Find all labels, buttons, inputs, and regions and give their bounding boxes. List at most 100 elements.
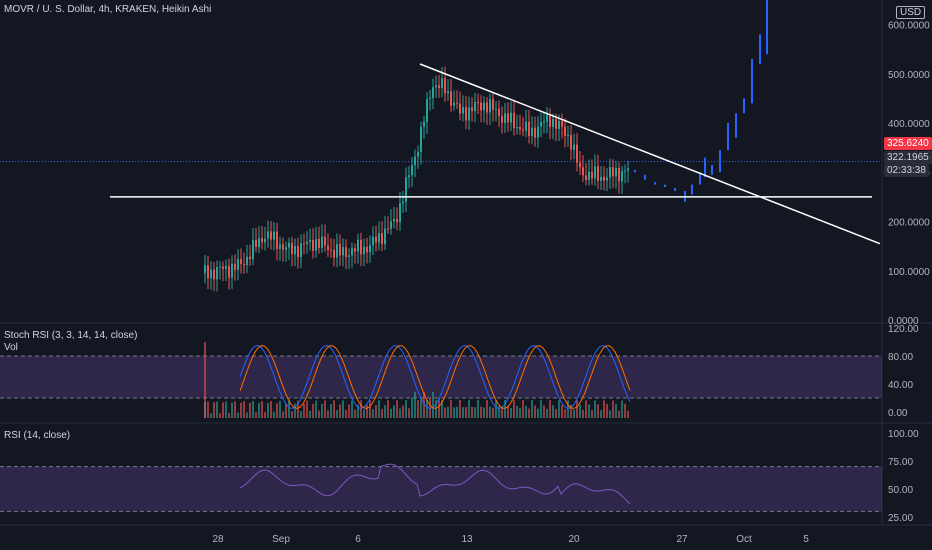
candle-body	[618, 168, 620, 182]
candle-body	[432, 87, 434, 98]
volume-bar	[243, 401, 245, 418]
volume-bar	[291, 411, 293, 418]
currency-badge[interactable]: USD	[896, 6, 926, 19]
candle-body	[318, 238, 320, 248]
volume-bar	[231, 402, 233, 418]
volume-bar	[570, 404, 572, 418]
volume-bar	[369, 400, 371, 418]
candle-body	[414, 156, 416, 166]
candle-body	[468, 107, 470, 121]
candle-body	[522, 129, 524, 131]
candle-body	[363, 246, 365, 255]
candle-body	[594, 166, 596, 179]
volume-bar	[582, 409, 584, 418]
volume-bar	[396, 400, 398, 418]
volume-bar	[222, 402, 224, 418]
volume-bar	[270, 400, 272, 418]
volume-bar	[471, 406, 473, 418]
projection-bar	[735, 113, 737, 138]
volume-bar	[354, 409, 356, 418]
volume-bar	[462, 407, 464, 418]
volume-bar	[504, 400, 506, 418]
candle-body	[510, 112, 512, 123]
projection-bar	[766, 0, 768, 55]
volume-bar	[330, 404, 332, 418]
volume-bar	[252, 401, 254, 418]
volume-bar	[621, 400, 623, 418]
candle-body	[300, 243, 302, 258]
volume-bar	[294, 403, 296, 418]
volume-bar	[399, 408, 401, 418]
volume-bar	[309, 410, 311, 418]
projection-bar	[743, 98, 745, 114]
candle-body	[342, 247, 344, 256]
volume-bar	[546, 408, 548, 418]
candle-body	[267, 231, 269, 239]
volume-bar	[228, 412, 230, 418]
candle-body	[240, 259, 242, 264]
candle-body	[225, 265, 227, 269]
volume-bar	[525, 405, 527, 418]
volume-bar	[552, 405, 554, 418]
current-price-badge: 322.1965	[884, 151, 932, 164]
candle-body	[624, 170, 626, 172]
volume-bar	[279, 400, 281, 418]
candle-body	[495, 108, 497, 110]
volume-bar	[450, 400, 452, 418]
candle-body	[564, 126, 566, 136]
candle-body	[264, 238, 266, 243]
price-tick-label: 400.0000	[888, 119, 930, 130]
candle-body	[531, 127, 533, 136]
volume-bar	[591, 409, 593, 418]
volume-bar	[417, 400, 419, 418]
candle-body	[534, 127, 536, 138]
candle-body	[213, 269, 215, 280]
volume-bar	[285, 403, 287, 418]
volume-bar	[477, 400, 479, 418]
price-tick-label: 600.0000	[888, 21, 930, 32]
candle-body	[456, 102, 458, 104]
candle-body	[333, 249, 335, 258]
candle-body	[378, 233, 380, 243]
candle-body	[567, 135, 569, 137]
candle-body	[429, 97, 431, 99]
volume-bar	[519, 408, 521, 418]
volume-bar	[537, 408, 539, 418]
candle-body	[447, 91, 449, 94]
candle-body	[570, 135, 572, 150]
volume-bar	[561, 404, 563, 418]
volume-bar	[393, 405, 395, 418]
candle-body	[279, 244, 281, 249]
volume-bar	[387, 400, 389, 418]
volume-bar	[543, 405, 545, 418]
projection-bar	[699, 172, 701, 185]
volume-bar	[564, 409, 566, 418]
candle-body	[525, 121, 527, 131]
candle-body	[330, 249, 332, 251]
volume-bar	[459, 400, 461, 418]
candle-body	[558, 121, 560, 129]
volume-bar	[405, 400, 407, 418]
candle-body	[555, 118, 557, 129]
candle-body	[348, 255, 350, 258]
candle-body	[540, 122, 542, 127]
rsi-band	[0, 466, 882, 512]
price-tick-label: 0.0000	[888, 316, 919, 327]
candle-body	[399, 203, 401, 223]
volume-bar	[486, 400, 488, 418]
volume-bar	[495, 400, 497, 418]
volume-bar	[300, 411, 302, 418]
candle-body	[381, 233, 383, 245]
projection-bar	[704, 157, 706, 178]
volume-bar	[498, 406, 500, 418]
candle-body	[321, 236, 323, 248]
time-tick-label: 5	[803, 534, 809, 545]
candle-body	[585, 175, 587, 180]
rsi-tick-label: 50.00	[888, 485, 913, 496]
volume-bar	[339, 404, 341, 418]
volume-bar	[282, 411, 284, 418]
candle-body	[507, 113, 509, 123]
volume-bar	[312, 403, 314, 418]
